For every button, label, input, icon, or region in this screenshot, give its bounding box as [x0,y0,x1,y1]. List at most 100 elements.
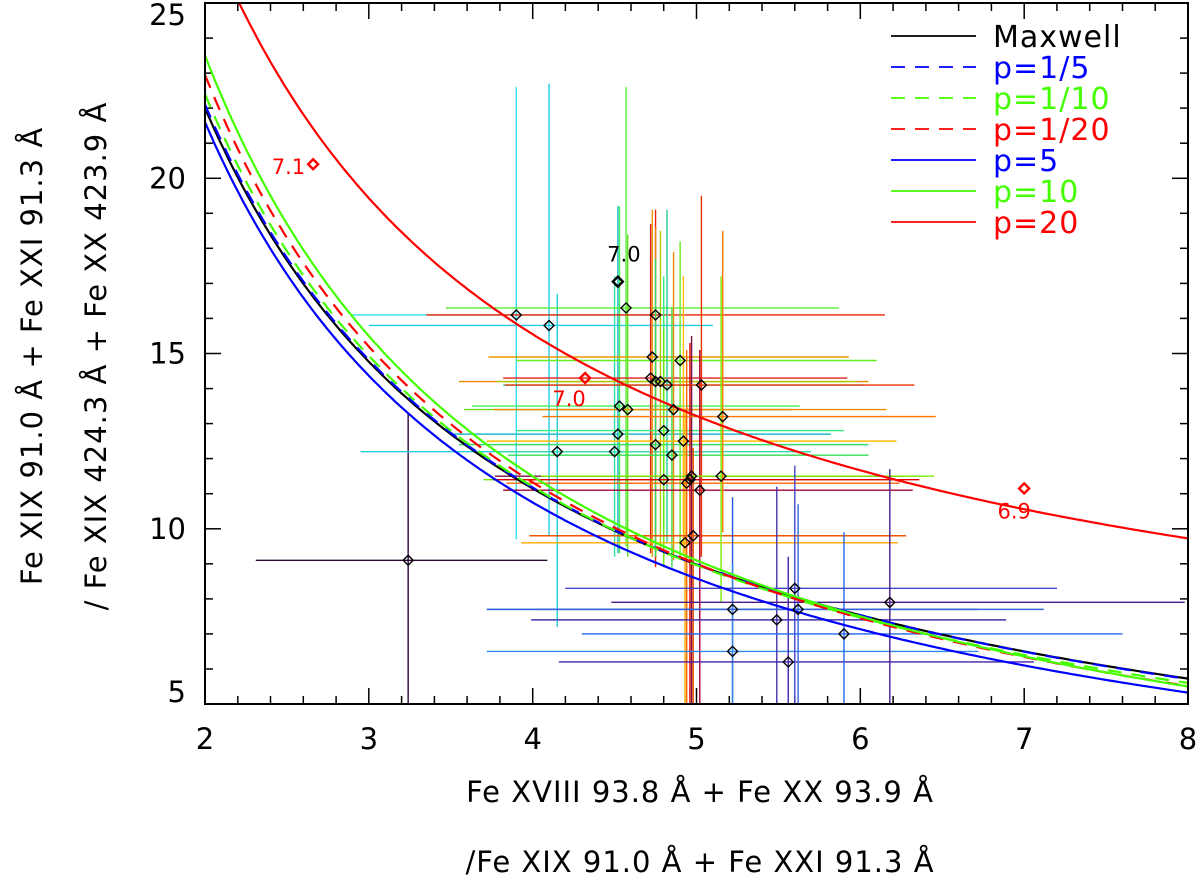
data-point [685,470,698,483]
series-curve-p=10 [205,55,1188,688]
error-bar [368,83,713,536]
error-bar [454,206,831,554]
x-tick-label: 5 [687,722,705,756]
data-point [543,319,556,332]
data-point [654,375,667,388]
data-point [613,400,626,413]
data-points [306,157,1031,668]
temperature-label: 7.0 [607,243,640,267]
data-point [665,449,678,462]
y-axis-title-line1: Fe XIX 91.0 Å + Fe XXI 91.3 Å [15,127,49,585]
y-tick-label: 25 [149,0,186,32]
error-bar [508,307,869,568]
error-bar [496,230,858,550]
data-point [716,410,729,423]
error-bar [581,532,1123,704]
temperature-marker [578,371,592,385]
legend-item: Maxwell [891,20,1122,55]
series-curve-p=1/10 [205,93,1188,685]
error-bar [255,413,548,704]
data-point [667,403,680,416]
data-point [687,529,700,542]
data-point [695,379,708,392]
data-point [883,596,896,609]
series-curve-p=1/5 [205,104,1188,681]
legend-label: p=10 [993,175,1079,210]
legend-item: p=1/20 [891,113,1110,148]
data-point [608,445,621,458]
data-point [679,536,692,549]
error-bar [483,328,894,568]
legend-label: p=1/10 [993,82,1111,117]
x-tick-label: 6 [851,722,869,756]
data-point [680,477,693,490]
axis-tick-labels: 2 3 4 5 6 7 8 5 10 15 20 25 [149,0,1197,756]
error-bar [445,87,840,547]
data-point [649,308,662,321]
data-point [661,379,673,392]
data-point [657,424,670,437]
data-point [657,473,670,486]
data-point [621,403,634,416]
legend-label: Maxwell [993,20,1122,55]
data-point [726,645,739,658]
y-tick-label: 5 [168,675,186,709]
data-point [726,603,739,616]
temperature-annotations: 7.1 7.0 7.0 6.9 [272,155,1031,523]
x-tick-label: 4 [523,722,541,756]
temperature-marker [306,157,320,171]
error-bar [521,409,899,704]
data-point [649,438,662,451]
error-bar [535,504,1044,704]
data-point [510,308,523,321]
data-point [715,470,728,483]
error-bar [493,342,920,704]
y-tick-label: 20 [149,161,186,195]
error-bar [611,469,1185,704]
error-bar [529,448,907,704]
plot-frame [204,2,1189,705]
error-bar [503,223,848,554]
legend-label: p=5 [993,144,1059,179]
data-point [792,603,805,616]
legend-label: p=20 [993,206,1079,241]
legend-item: p=20 [891,206,1079,241]
data-point [770,613,783,626]
error-bar [540,276,935,603]
error-bar [472,206,800,554]
data-point [683,473,696,486]
temperature-label: 7.1 [272,155,305,179]
temperature-marker [1017,481,1031,496]
data-point [788,582,801,595]
legend-item: p=1/5 [891,51,1089,86]
y-tick-label: 15 [149,337,186,371]
data-point [782,655,795,668]
data-point [674,354,687,367]
error-bar [504,195,915,557]
x-axis-title-line2: /Fe XIX 91.0 Å + Fe XXI 91.3 Å [465,845,934,879]
x-tick-label: 3 [360,722,378,756]
error-bar [506,349,900,704]
error-bar [531,486,1007,704]
data-point [837,627,850,640]
legend-item: p=1/10 [891,82,1111,117]
error-bar [558,556,1034,704]
error-bar [463,234,792,557]
x-tick-label: 8 [1179,722,1197,756]
temperature-label: 6.9 [997,499,1030,523]
data-point [620,301,633,314]
data-point [649,375,662,388]
error-bar [503,349,913,704]
series-curve-p=20 [237,3,1188,540]
y-axis-title-line2: / Fe XIX 424.3 Å + Fe XX 423.9 Å [79,102,113,611]
data-point [677,435,690,448]
error-bar [565,465,1057,704]
legend-item: p=10 [891,175,1079,210]
model-curves [205,3,1188,694]
data-point [402,554,415,567]
data-point [611,428,624,441]
x-axis-title-line1: Fe XVIII 93.8 Å + Fe XX 93.9 Å [466,775,934,809]
temperature-label: 7.0 [552,387,585,411]
